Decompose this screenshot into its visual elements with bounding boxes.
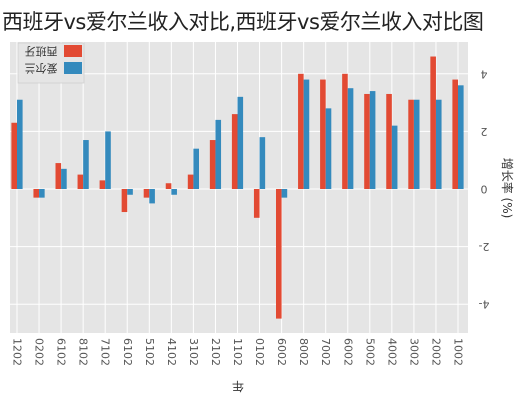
x-tick-label: 7102 [99, 338, 112, 366]
y-tick-label: 0 [481, 183, 488, 196]
bar-ireland [17, 99, 23, 189]
bar-ireland [281, 189, 288, 198]
x-tick-label: 2102 [209, 338, 222, 366]
bar-ireland [193, 148, 199, 189]
y-tick-label: 2 [481, 125, 488, 138]
bar-ireland [149, 189, 155, 204]
bar-ireland [215, 119, 222, 189]
bar-ireland [369, 91, 376, 189]
bar-ireland [127, 189, 133, 195]
bar-ireland [61, 168, 67, 189]
bar-spain [364, 93, 370, 189]
bar-ireland [325, 108, 332, 189]
bar-ireland [83, 140, 89, 189]
bar-ireland [413, 99, 420, 189]
x-tick-label: 4002 [385, 338, 398, 366]
bar-spain [121, 189, 128, 213]
x-tick-label: 6102 [55, 338, 68, 366]
bar-spain [209, 140, 216, 189]
bar-spain [320, 79, 326, 189]
page-title: 西班牙vs爱尔兰收入对比,西班牙vs爱尔兰收入对比图 [2, 10, 484, 34]
legend-swatch [64, 45, 82, 57]
y-tick-label: 4- [478, 298, 489, 311]
x-tick-label: 8102 [77, 338, 90, 366]
bar-ireland [39, 189, 45, 198]
bar-ireland [391, 125, 398, 189]
x-tick-label: 6002 [275, 338, 288, 366]
legend-entry: 爱尔兰 [25, 62, 58, 75]
x-tick-label: 2002 [429, 338, 442, 366]
bar-ireland [303, 79, 310, 189]
bar-spain [11, 122, 17, 189]
x-tick-label: 5102 [143, 338, 156, 366]
bar-spain [55, 163, 62, 189]
x-tick-label: 3002 [407, 338, 420, 366]
bar-spain [77, 174, 84, 189]
bar-spain [430, 56, 436, 189]
x-tick-label: 0202 [33, 338, 46, 366]
x-tick-label: 7002 [319, 338, 332, 366]
bar-spain [452, 79, 458, 189]
legend-entry: 西班牙 [25, 45, 58, 58]
bar-ireland [105, 131, 111, 189]
x-tick-label: 4102 [165, 338, 178, 366]
x-tick-label: 5002 [363, 338, 376, 366]
bars [11, 56, 464, 319]
x-tick-label: 8002 [297, 338, 310, 366]
bar-spain [253, 189, 260, 218]
bar-spain [342, 73, 348, 189]
y-tick-label: 4 [481, 67, 488, 80]
bar-ireland [237, 96, 244, 189]
x-tick-labels: 1002 2002 3002 4002 5002 6002 7002 8002 6002 0102… [11, 338, 465, 366]
x-tick-label: 6102 [121, 338, 134, 366]
x-tick-label: 3102 [187, 338, 200, 366]
bar-ireland [347, 88, 354, 189]
bar-ireland [171, 189, 177, 195]
x-tick-label: 0102 [253, 338, 266, 366]
bar-spain [231, 114, 238, 189]
bar-spain [386, 93, 392, 189]
y-tick-labels: 4- 2- 0 2 4 [478, 67, 489, 310]
bar-spain [33, 189, 40, 198]
y-tick-label: 2- [478, 240, 489, 253]
bar-spain [298, 73, 304, 189]
bar-spain [408, 99, 414, 189]
y-axis-label: 增长率 (%) [500, 158, 515, 219]
x-tick-label: 1202 [11, 338, 24, 366]
bar-ireland [259, 137, 266, 189]
bar-ireland [458, 85, 464, 189]
bar-ireland [435, 99, 442, 189]
bar-spain [187, 174, 194, 189]
x-tick-label: 1002 [452, 338, 465, 366]
legend-swatch [64, 62, 82, 74]
bar-spain [276, 189, 282, 319]
bar-spain [99, 180, 106, 189]
bar-spain [143, 189, 150, 198]
x-tick-label: 1102 [231, 338, 244, 366]
x-axis-label: 年 [232, 379, 244, 393]
bar-spain [165, 183, 172, 189]
x-tick-label: 6002 [341, 338, 354, 366]
